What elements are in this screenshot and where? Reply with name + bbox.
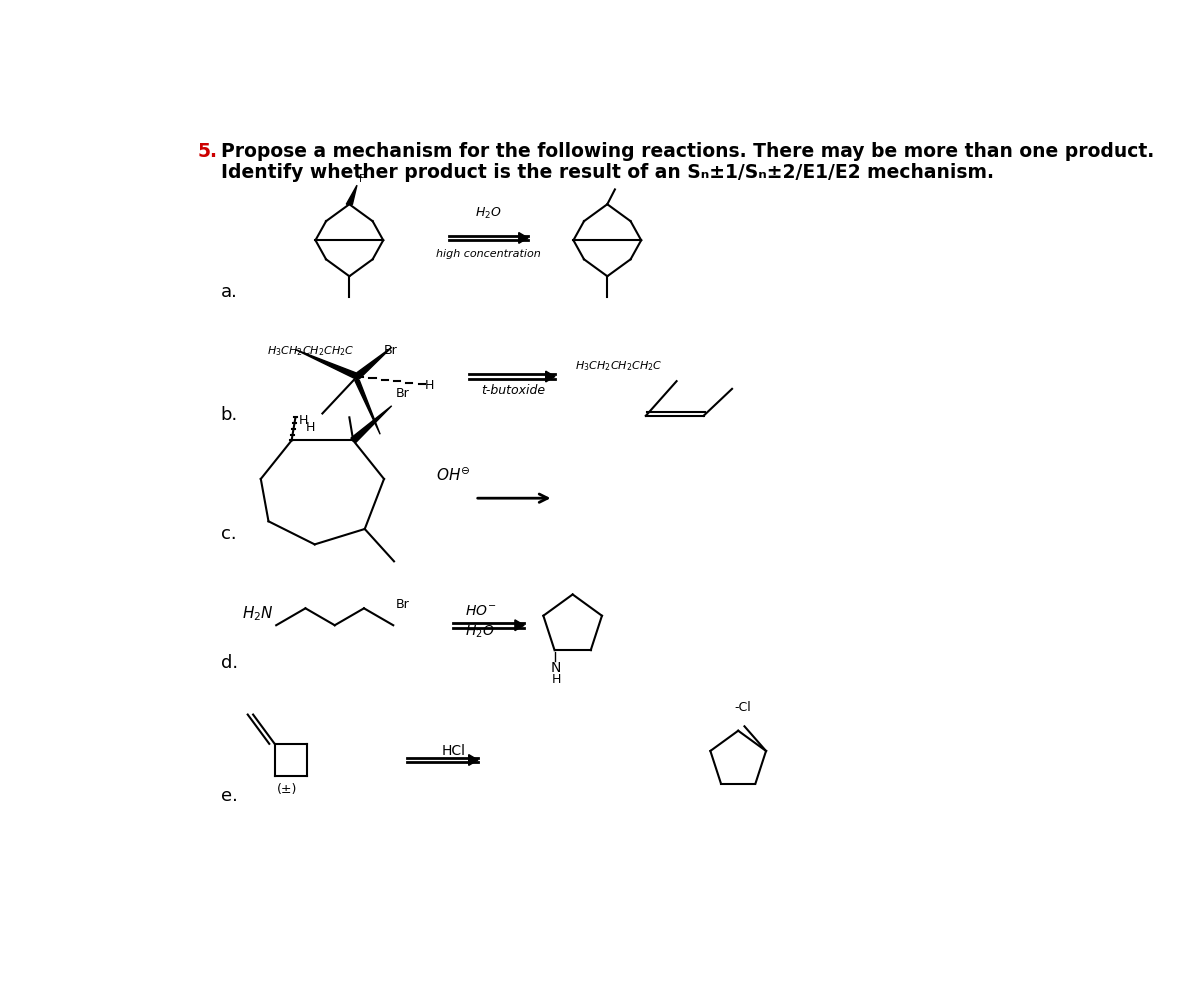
Polygon shape (295, 349, 359, 380)
Text: -Cl: -Cl (734, 701, 751, 714)
Text: 5.: 5. (198, 142, 217, 161)
Text: H: H (425, 379, 434, 392)
Text: Br: Br (384, 344, 397, 357)
Text: b.: b. (221, 405, 238, 423)
Text: a.: a. (221, 282, 238, 300)
Text: high concentration: high concentration (436, 249, 540, 259)
Text: $H_3CH_2CH_2CH_2C$: $H_3CH_2CH_2CH_2C$ (266, 344, 354, 358)
Text: $H_2N$: $H_2N$ (241, 605, 274, 623)
Polygon shape (347, 185, 356, 204)
Text: $H_3CH_2CH_2CH_2C$: $H_3CH_2CH_2CH_2C$ (575, 359, 662, 373)
Polygon shape (518, 232, 528, 243)
Text: $H_2O$: $H_2O$ (464, 624, 494, 640)
Text: t-butoxide: t-butoxide (481, 384, 546, 397)
Text: H: H (306, 421, 316, 434)
Text: H: H (299, 413, 308, 426)
Text: $HO^{-}$: $HO^{-}$ (464, 605, 497, 619)
Text: Propose a mechanism for the following reactions. There may be more than one prod: Propose a mechanism for the following re… (221, 142, 1154, 161)
Text: Identify whether product is the result of an Sₙ±1/Sₙ±2/E1/E2 mechanism.: Identify whether product is the result o… (221, 163, 994, 182)
Text: N: N (551, 661, 562, 675)
Polygon shape (515, 620, 524, 631)
Polygon shape (469, 755, 478, 766)
Text: H: H (551, 674, 560, 687)
Polygon shape (546, 371, 554, 382)
Text: $H_2O$: $H_2O$ (475, 206, 502, 221)
Text: c.: c. (221, 526, 236, 544)
Text: HCl: HCl (442, 744, 466, 758)
Text: d.: d. (221, 655, 238, 673)
Text: (±): (±) (277, 783, 298, 796)
Text: e.: e. (221, 787, 238, 805)
Text: Br: Br (396, 599, 409, 612)
Text: F: F (359, 173, 365, 183)
Text: $OH^{\ominus}$: $OH^{\ominus}$ (436, 466, 470, 483)
Polygon shape (355, 347, 391, 378)
Polygon shape (350, 405, 391, 442)
Polygon shape (355, 380, 380, 434)
Text: Br: Br (396, 387, 409, 400)
